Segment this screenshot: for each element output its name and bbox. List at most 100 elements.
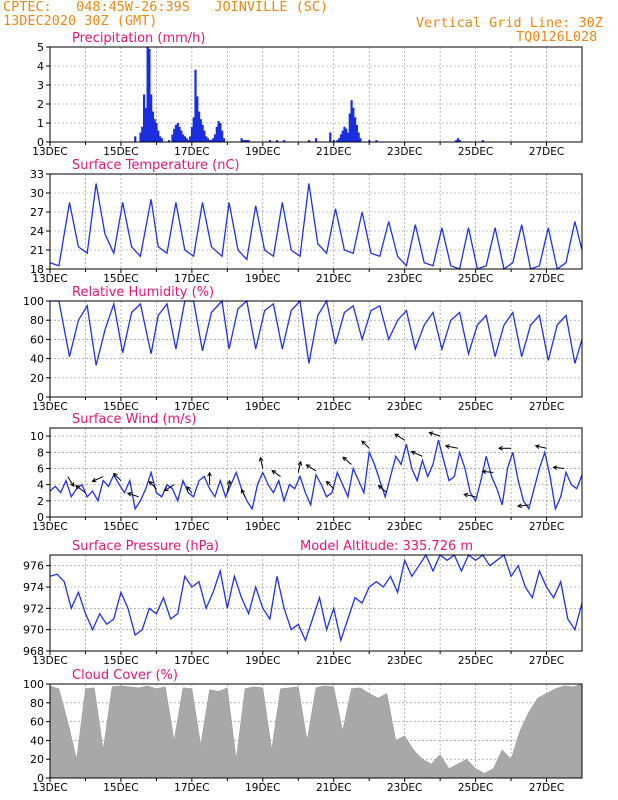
wind-arrow (75, 485, 86, 494)
wind-arrow-head (163, 486, 169, 492)
wind-arrow (394, 433, 405, 441)
wind-arrow (186, 486, 193, 494)
panel-frame (49, 554, 583, 652)
x-tick-label: 17DEC (174, 146, 209, 158)
y-tick-label: 0 (37, 772, 44, 785)
precip-bar (221, 130, 224, 142)
precip-bar (339, 134, 343, 142)
precip-bar (346, 132, 350, 142)
panel-1 (46, 173, 583, 273)
wind-arrow (164, 484, 175, 492)
precip-bar (210, 140, 213, 142)
precip-bar (183, 136, 186, 142)
y-tick-label: 60 (30, 716, 44, 729)
panel-title: Surface Wind (m/s) (72, 412, 196, 427)
precip-bar (160, 138, 163, 142)
precip-bar (146, 47, 149, 142)
precip-bar (329, 132, 332, 142)
precip-bar (189, 136, 192, 142)
precip-bar (157, 130, 160, 142)
y-tick-label: 100 (23, 295, 44, 308)
y-tick-label: 80 (30, 697, 44, 710)
x-tick-label: 23DEC (387, 782, 422, 794)
x-tick-label: 15DEC (103, 146, 138, 158)
precip-bar (240, 138, 243, 142)
precip-bar (155, 123, 158, 142)
y-tick-label: 27 (30, 206, 44, 219)
precip-bar (139, 132, 142, 142)
precip-bar (336, 140, 339, 142)
precip-bar (190, 126, 194, 142)
wind-arrow-head (186, 485, 191, 491)
y-tick-label: 5 (37, 41, 44, 54)
precip-bar (178, 126, 181, 142)
precip-bar (375, 140, 378, 142)
precip-bar (222, 138, 225, 142)
y-tick-label: 20 (30, 753, 44, 766)
precip-bar (348, 113, 351, 142)
y-tick-label: 40 (30, 734, 44, 747)
precip-bar (167, 140, 171, 142)
wind-arrow (226, 480, 231, 493)
precip-bar (244, 140, 247, 142)
wind-arrow-head (297, 460, 303, 466)
panel-frame (49, 46, 583, 143)
wind-arrow-head (325, 480, 331, 486)
x-tick-label: 25DEC (458, 782, 493, 794)
wind-arrow-head (75, 484, 80, 490)
wind-arrow-head (70, 482, 75, 488)
x-tick-label: 17DEC (174, 521, 209, 533)
precip-bar (141, 126, 144, 142)
panel-title: Surface Pressure (hPa) (72, 539, 219, 554)
x-tick-label: 23DEC (387, 273, 422, 285)
x-tick-label: 19DEC (245, 401, 280, 413)
precip-bar (192, 117, 195, 142)
wind-arrow (259, 457, 264, 469)
x-tick-label: 25DEC (458, 146, 493, 158)
series-line (50, 299, 583, 366)
precip-bar (456, 138, 460, 142)
precip-bar (205, 136, 208, 142)
precip-bar (150, 94, 153, 142)
x-tick-label: 21DEC (316, 401, 351, 413)
x-tick-label: 15DEC (103, 655, 138, 667)
wind-arrow (411, 451, 423, 457)
wind-arrow-head (258, 456, 264, 462)
wind-arrow-head (207, 471, 212, 477)
x-tick-label: 13DEC (32, 782, 67, 794)
wind-arrow (342, 456, 352, 465)
precip-bar (341, 130, 344, 142)
wind-arrow-head (444, 444, 450, 449)
wind-arrow-head (534, 444, 540, 449)
x-tick-label: 15DEC (103, 273, 138, 285)
panel-frame (49, 427, 583, 518)
precip-bar (368, 140, 371, 142)
y-tick-label: 970 (23, 624, 44, 637)
panel-2 (46, 299, 583, 401)
panel-3 (46, 427, 583, 521)
precip-bar (455, 140, 458, 142)
wind-arrow-head (361, 440, 366, 446)
precip-bar (332, 140, 335, 142)
y-tick-label: 8 (37, 446, 44, 459)
wind-arrow (306, 464, 317, 472)
x-tick-label: 15DEC (103, 782, 138, 794)
x-tick-label: 19DEC (245, 521, 280, 533)
y-tick-label: 60 (30, 333, 44, 346)
x-tick-label: 27DEC (529, 782, 564, 794)
precip-bar (148, 48, 151, 142)
y-tick-label: 21 (30, 244, 44, 257)
precip-bar (242, 140, 245, 142)
precip-bar (151, 111, 155, 142)
wind-arrow (148, 481, 157, 490)
x-tick-label: 27DEC (529, 521, 564, 533)
wind-arrow (361, 440, 370, 449)
precip-bar (338, 138, 341, 142)
y-tick-label: 0 (37, 511, 44, 524)
x-tick-label: 27DEC (529, 655, 564, 667)
x-tick-label: 19DEC (245, 655, 280, 667)
y-tick-label: 2 (37, 495, 44, 508)
wind-arrow-head (481, 469, 487, 475)
y-tick-label: 6 (37, 462, 44, 475)
x-tick-label: 27DEC (529, 273, 564, 285)
